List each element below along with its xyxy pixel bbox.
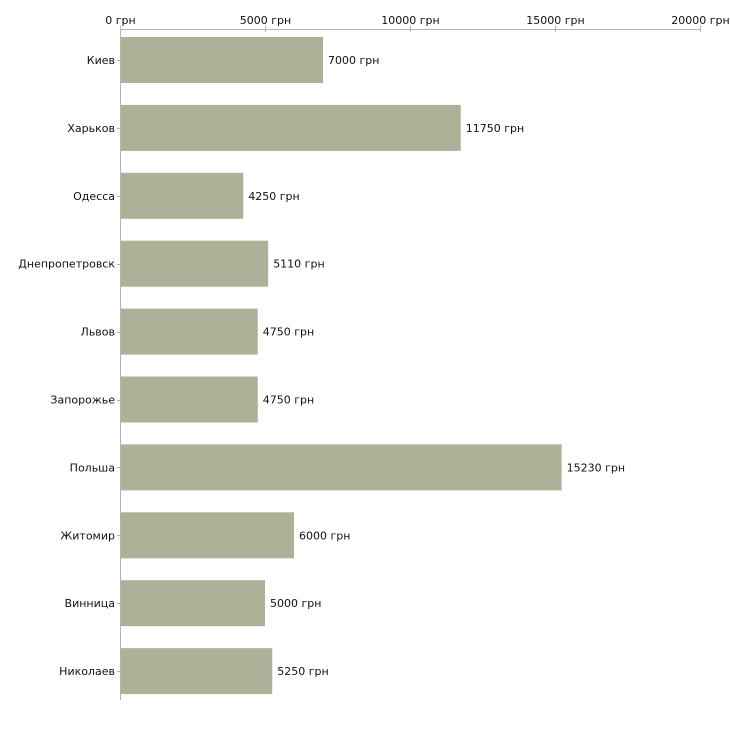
bar [121,104,461,151]
bar [121,308,258,355]
bar [121,444,562,491]
bar [121,240,269,287]
data-label: 4250 грн [248,190,299,203]
data-label: 11750 грн [466,122,524,135]
bar [121,37,323,83]
bar [121,376,258,423]
data-label: 4750 грн [263,394,314,407]
category-label: Харьков [67,122,115,135]
category-label: Днепропетровск [18,258,115,271]
data-label: 5110 грн [273,258,324,271]
x-tick-label: 15000 грн [526,14,584,27]
category-label: Киев [87,54,115,67]
category-label: Николаев [59,665,115,678]
labels-layer: 0 грн 5000 грн 10000 грн 15000 грн 20000 грн… [18,14,729,678]
category-label: Польша [70,461,115,474]
bar [121,648,273,695]
category-label: Житомир [60,529,115,542]
x-tick-label: 0 грн [105,14,135,27]
data-label: 5250 грн [277,665,328,678]
x-tick-label: 10000 грн [381,14,439,27]
data-label: 5000 грн [270,597,321,610]
category-label: Запорожье [50,394,115,407]
category-label: Одесса [73,190,115,203]
category-label: Львов [81,326,115,339]
bar [121,512,294,559]
axis-layer [117,26,701,700]
data-label: 7000 грн [328,54,379,67]
data-label: 6000 грн [299,529,350,542]
x-tick-label: 20000 грн [671,14,729,27]
bars-layer [121,37,562,695]
data-label: 4750 грн [263,326,314,339]
data-label: 15230 грн [567,461,625,474]
bar [121,580,265,627]
bar [121,172,244,219]
category-label: Винница [65,597,115,610]
x-tick-label: 5000 грн [240,14,291,27]
